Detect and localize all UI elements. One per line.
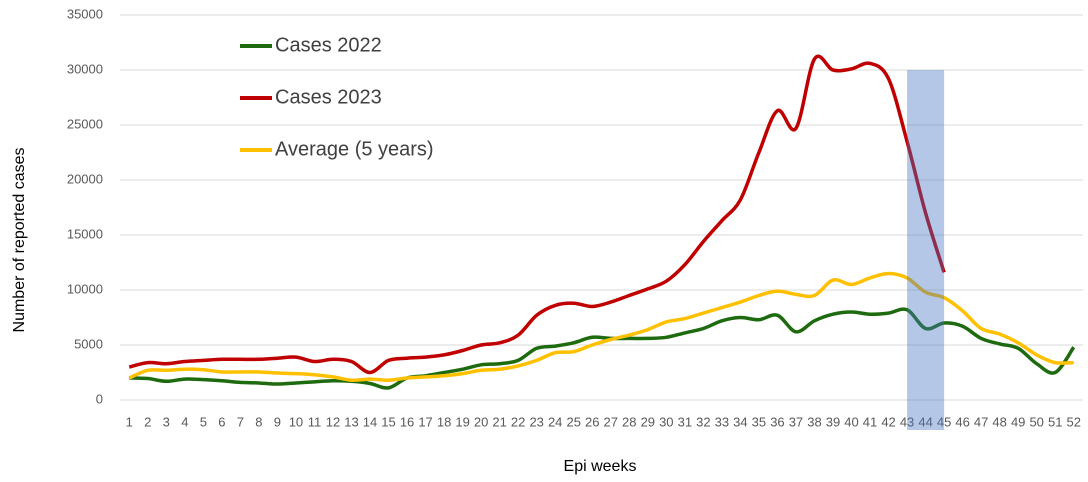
x-tick-label: 4 — [181, 414, 188, 429]
x-axis-title: Epi weeks — [564, 458, 637, 475]
x-tick-label: 10 — [289, 414, 303, 429]
x-tick-label: 43 — [900, 414, 914, 429]
x-tick-label: 17 — [418, 414, 432, 429]
x-tick-label: 1 — [126, 414, 133, 429]
legend-label: Cases 2023 — [275, 86, 382, 108]
y-axis-title: Number of reported cases — [11, 148, 28, 333]
x-tick-label: 47 — [974, 414, 988, 429]
y-tick-label: 5000 — [74, 336, 103, 351]
x-tick-label: 22 — [511, 414, 525, 429]
x-tick-label: 33 — [715, 414, 729, 429]
x-tick-label: 7 — [237, 414, 244, 429]
x-tick-label: 20 — [474, 414, 488, 429]
x-tick-label: 40 — [844, 414, 858, 429]
x-tick-label: 2 — [144, 414, 151, 429]
x-tick-label: 25 — [566, 414, 580, 429]
x-tick-label: 13 — [344, 414, 358, 429]
x-tick-label: 36 — [770, 414, 784, 429]
x-tick-label: 41 — [863, 414, 877, 429]
y-tick-label: 15000 — [67, 226, 103, 241]
x-tick-label: 45 — [937, 414, 951, 429]
x-tick-label: 30 — [659, 414, 673, 429]
series-line — [128, 54, 946, 375]
x-tick-label: 18 — [437, 414, 451, 429]
y-tick-label: 20000 — [67, 171, 103, 186]
y-tick-label: 25000 — [67, 116, 103, 131]
x-tick-label: 38 — [807, 414, 821, 429]
x-tick-label: 8 — [255, 414, 262, 429]
x-tick-label: 49 — [1011, 414, 1025, 429]
x-tick-label: 34 — [733, 414, 747, 429]
legend-label: Cases 2022 — [275, 34, 382, 56]
series-line — [128, 271, 1074, 383]
x-tick-label: 3 — [163, 414, 170, 429]
y-tick-label: 35000 — [67, 6, 103, 21]
x-tick-label: 48 — [992, 414, 1006, 429]
x-tick-label: 27 — [604, 414, 618, 429]
x-tick-label: 35 — [752, 414, 766, 429]
y-tick-label: 10000 — [67, 281, 103, 296]
x-tick-label: 19 — [455, 414, 469, 429]
x-tick-label: 11 — [308, 414, 322, 429]
legend-label: Average (5 years) — [275, 138, 434, 160]
x-tick-label: 46 — [955, 414, 969, 429]
x-tick-label: 29 — [641, 414, 655, 429]
x-tick-label: 5 — [200, 414, 207, 429]
highlight-band — [907, 70, 945, 430]
y-tick-label: 0 — [96, 391, 103, 406]
y-tick-label: 30000 — [67, 61, 103, 76]
x-tick-label: 12 — [326, 414, 340, 429]
x-tick-label: 24 — [548, 414, 562, 429]
x-tick-label: 32 — [696, 414, 710, 429]
x-tick-label: 42 — [881, 414, 895, 429]
x-tick-label: 23 — [529, 414, 543, 429]
x-tick-label: 26 — [585, 414, 599, 429]
x-tick-label: 37 — [789, 414, 803, 429]
x-tick-label: 28 — [622, 414, 636, 429]
series-line — [129, 307, 1076, 390]
x-tick-label: 16 — [400, 414, 414, 429]
x-tick-label: 15 — [381, 414, 395, 429]
x-tick-label: 44 — [918, 414, 932, 429]
x-tick-label: 14 — [363, 414, 377, 429]
x-tick-label: 21 — [492, 414, 506, 429]
x-tick-label: 31 — [678, 414, 692, 429]
x-tick-label: 9 — [274, 414, 281, 429]
x-tick-label: 39 — [826, 414, 840, 429]
x-tick-label: 6 — [218, 414, 225, 429]
x-tick-label: 51 — [1048, 414, 1062, 429]
x-tick-label: 50 — [1029, 414, 1043, 429]
x-tick-label: 52 — [1067, 414, 1081, 429]
